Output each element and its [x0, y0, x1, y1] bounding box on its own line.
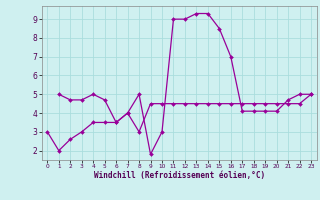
X-axis label: Windchill (Refroidissement éolien,°C): Windchill (Refroidissement éolien,°C) — [94, 171, 265, 180]
